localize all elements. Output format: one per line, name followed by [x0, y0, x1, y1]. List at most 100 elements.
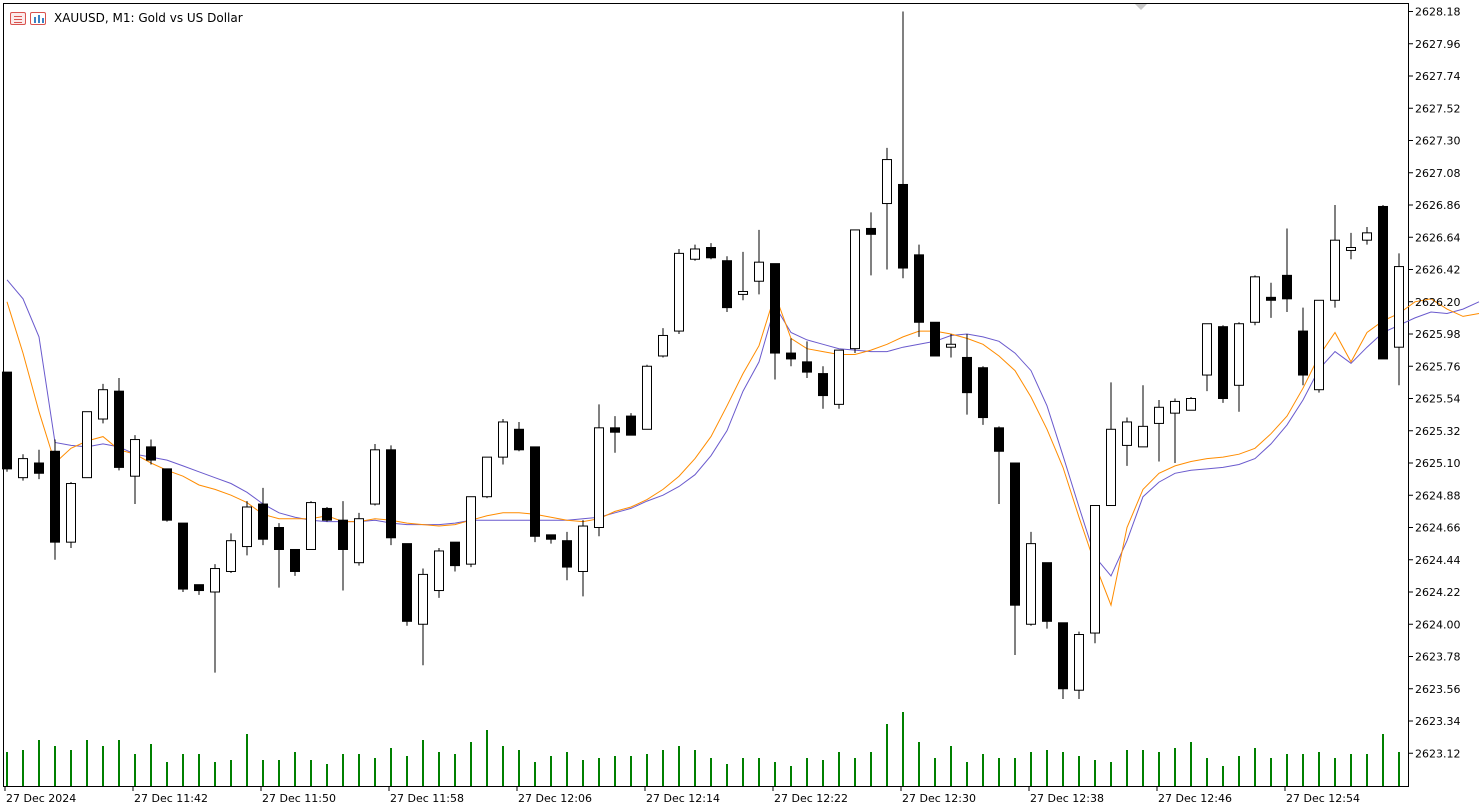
candle-body: [1058, 622, 1068, 690]
candle-body: [866, 227, 876, 235]
candle-body: [306, 502, 316, 550]
time-tick-label: 27 Dec 12:54: [1286, 792, 1360, 805]
candle: [66, 482, 76, 549]
candle-body: [130, 439, 140, 477]
chart-header: XAUUSD, M1: Gold vs US Dollar: [10, 9, 243, 27]
candle-body: [1266, 296, 1276, 301]
candle-body: [82, 411, 92, 479]
candle: [1234, 322, 1244, 412]
candle-body: [562, 540, 572, 568]
candle-body: [402, 543, 412, 622]
candle: [82, 411, 92, 479]
candle-body: [610, 427, 620, 433]
candle-body: [1234, 323, 1244, 386]
candle-body: [1186, 398, 1196, 411]
candle-body: [754, 261, 764, 282]
time-tick-label: 27 Dec 12:38: [1030, 792, 1104, 805]
shift-marker-icon[interactable]: [1135, 4, 1147, 10]
candle: [34, 449, 44, 480]
candle: [274, 523, 284, 588]
candle: [1074, 631, 1084, 700]
candle: [1122, 417, 1132, 466]
candle-body: [1330, 239, 1340, 301]
candle: [658, 328, 668, 358]
candle: [1138, 385, 1148, 448]
candle-body: [1378, 205, 1388, 360]
candle: [546, 534, 556, 544]
price-axis[interactable]: 2628.18 2627.96 2627.74 2627.52 2627.30 2627.…: [1408, 6, 1461, 761]
candle: [722, 256, 732, 313]
time-tick-label: 27 Dec 2024: [6, 792, 76, 805]
candle: [194, 584, 204, 595]
candle: [146, 439, 156, 465]
candle: [674, 248, 684, 334]
candle: [1314, 299, 1324, 393]
candle: [1362, 226, 1372, 245]
candle: [242, 501, 252, 556]
price-tick-label: 2623.56: [1415, 683, 1461, 696]
time-tick-label: 27 Dec 12:06: [518, 792, 592, 805]
candle: [610, 416, 620, 453]
candle: [290, 548, 300, 576]
candle-body: [1138, 425, 1148, 448]
candle: [1170, 398, 1180, 463]
ma-fast-line: [6, 292, 1480, 607]
candle-body: [706, 247, 716, 259]
price-tick-label: 2624.44: [1415, 554, 1461, 567]
candle-body: [226, 540, 236, 572]
price-tick-label: 2624.88: [1415, 489, 1461, 502]
candles-layer: [2, 11, 1404, 700]
candle-body: [450, 541, 460, 567]
price-tick-label: 2626.42: [1415, 264, 1461, 277]
candle-body: [146, 446, 156, 461]
moving-averages-layer: [6, 279, 1480, 607]
candle-body: [786, 352, 796, 360]
price-tick-label: 2627.52: [1415, 102, 1461, 115]
candle: [466, 496, 476, 568]
candle-body: [242, 506, 252, 548]
candle-body: [386, 449, 396, 539]
candle-body: [1282, 274, 1292, 300]
time-axis[interactable]: 27 Dec 2024 27 Dec 11:42 27 Dec 11:50 27 De…: [4, 786, 1360, 805]
candle-body: [434, 550, 444, 592]
volume-layer: [6, 712, 1400, 786]
candle: [98, 383, 108, 424]
candle: [354, 512, 364, 566]
candle-body: [978, 367, 988, 419]
candle-body: [674, 252, 684, 332]
candle: [450, 541, 460, 572]
candle: [1346, 232, 1356, 260]
price-tick-label: 2624.22: [1415, 586, 1461, 599]
list-icon[interactable]: [10, 11, 26, 25]
candle-body: [210, 568, 220, 593]
candle-body: [834, 349, 844, 405]
candle: [514, 421, 524, 452]
candle: [114, 377, 124, 471]
candle-body: [850, 229, 860, 350]
candle: [418, 568, 428, 666]
chart-icon[interactable]: [30, 11, 46, 25]
time-tick-label: 27 Dec 12:14: [646, 792, 720, 805]
candle-body: [114, 390, 124, 468]
candle-body: [1026, 543, 1036, 625]
candle: [1202, 323, 1212, 392]
candle: [802, 341, 812, 378]
candle-body: [994, 427, 1004, 452]
price-tick-label: 2623.78: [1415, 651, 1461, 664]
candle-body: [578, 525, 588, 572]
candle: [130, 435, 140, 505]
candle-body: [1314, 299, 1324, 391]
candle-body: [466, 496, 476, 565]
candle-body: [1202, 323, 1212, 376]
candle-body: [594, 427, 604, 528]
candle: [1010, 462, 1020, 656]
candle: [306, 501, 316, 550]
candle: [1298, 307, 1308, 386]
candle-body: [1042, 562, 1052, 622]
candle-body: [1106, 428, 1116, 507]
candle: [386, 445, 396, 546]
candle-body: [290, 548, 300, 572]
candle: [818, 366, 828, 409]
